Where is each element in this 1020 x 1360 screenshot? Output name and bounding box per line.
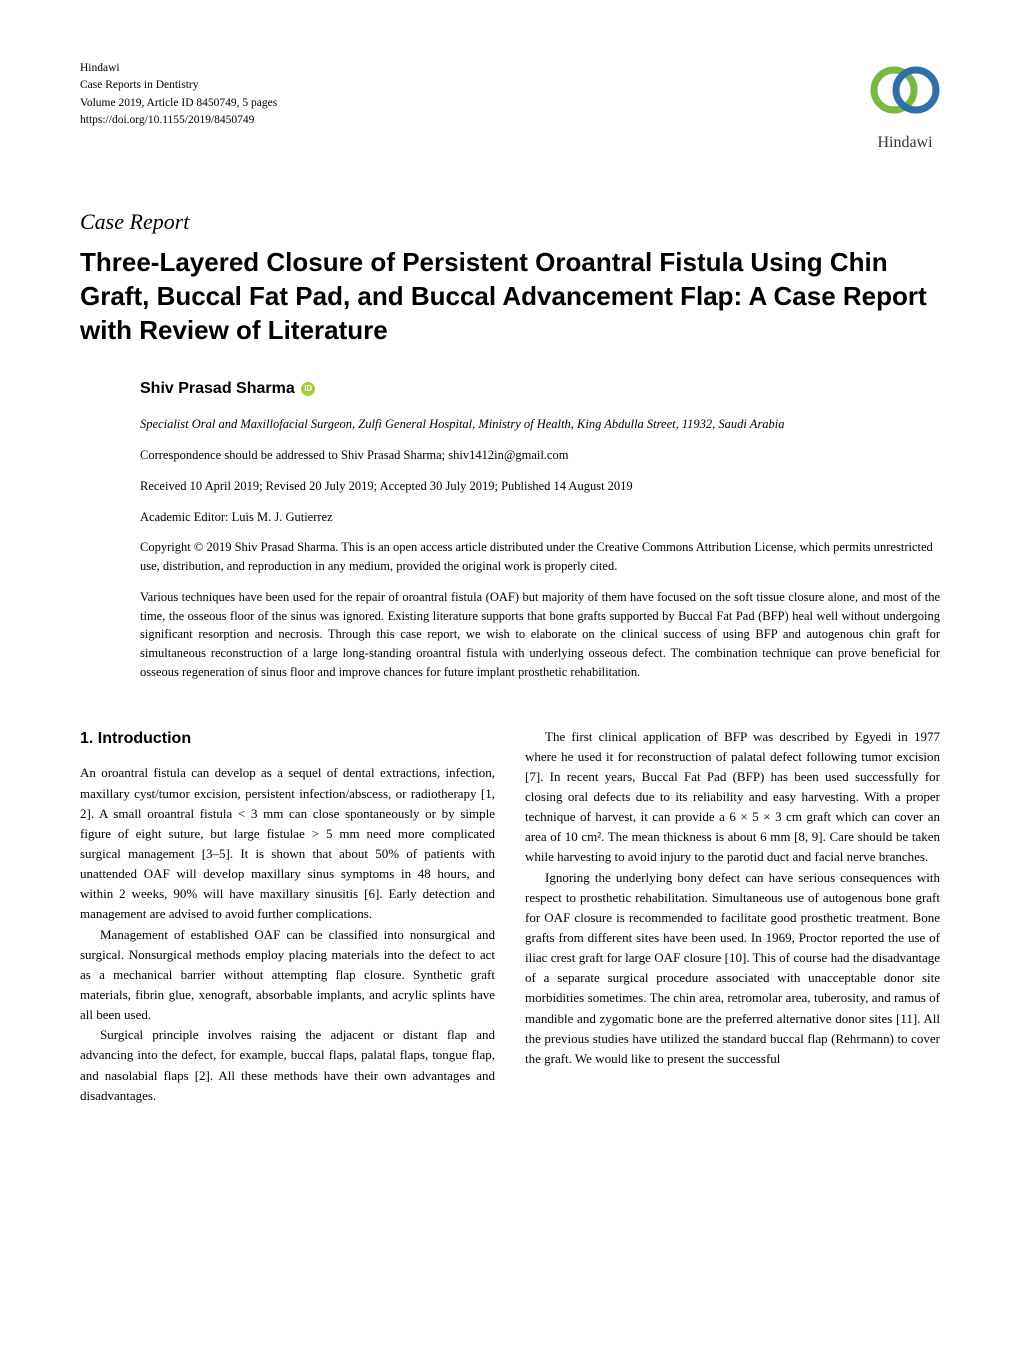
logo-text: Hindawi <box>870 131 940 155</box>
doi-link[interactable]: https://doi.org/10.1155/2019/8450749 <box>80 112 277 129</box>
body-paragraph: The first clinical application of BFP wa… <box>525 727 940 868</box>
volume-info: Volume 2019, Article ID 8450749, 5 pages <box>80 95 277 112</box>
article-metadata: Specialist Oral and Maxillofacial Surgeo… <box>140 415 940 576</box>
article-title: Three-Layered Closure of Persistent Oroa… <box>80 246 940 347</box>
abstract: Various techniques have been used for th… <box>140 588 940 682</box>
hindawi-logo-icon <box>870 60 940 120</box>
correspondence-info: Correspondence should be addressed to Sh… <box>140 446 940 465</box>
publication-dates: Received 10 April 2019; Revised 20 July … <box>140 477 940 496</box>
journal-info: Hindawi Case Reports in Dentistry Volume… <box>80 60 277 129</box>
author-name: Shiv Prasad Sharma <box>140 377 940 401</box>
article-body: 1. Introduction An oroantral fistula can… <box>80 727 940 1106</box>
publisher-name: Hindawi <box>80 60 277 77</box>
section-heading: 1. Introduction <box>80 727 495 752</box>
body-paragraph: Management of established OAF can be cla… <box>80 925 495 1026</box>
publisher-logo: Hindawi <box>870 60 940 155</box>
orcid-icon[interactable] <box>301 382 315 396</box>
body-paragraph: An oroantral fistula can develop as a se… <box>80 763 495 924</box>
author-text: Shiv Prasad Sharma <box>140 380 295 397</box>
journal-name: Case Reports in Dentistry <box>80 77 277 94</box>
header: Hindawi Case Reports in Dentistry Volume… <box>80 60 940 155</box>
body-paragraph: Surgical principle involves raising the … <box>80 1025 495 1106</box>
body-paragraph: Ignoring the underlying bony defect can … <box>525 868 940 1069</box>
article-type-label: Case Report <box>80 205 940 238</box>
author-affiliation: Specialist Oral and Maxillofacial Surgeo… <box>140 415 940 434</box>
copyright-notice: Copyright © 2019 Shiv Prasad Sharma. Thi… <box>140 538 940 576</box>
academic-editor: Academic Editor: Luis M. J. Gutierrez <box>140 508 940 527</box>
